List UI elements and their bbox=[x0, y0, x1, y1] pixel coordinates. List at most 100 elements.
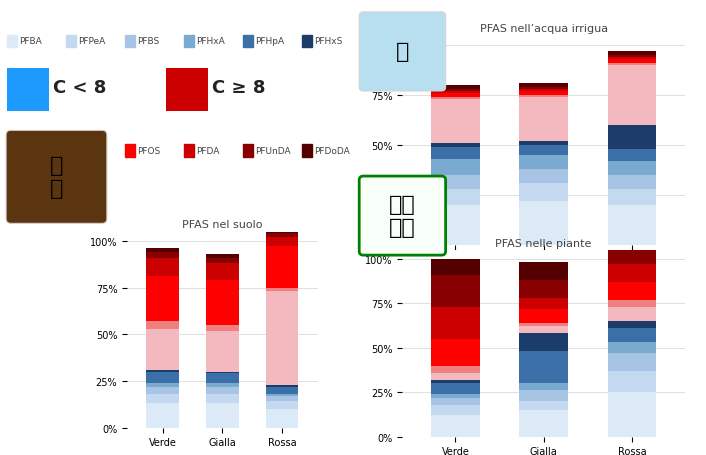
Text: PFBA: PFBA bbox=[20, 37, 42, 46]
Bar bbox=[520, 280, 568, 298]
Bar bbox=[608, 307, 656, 321]
Bar bbox=[608, 329, 656, 343]
Text: PFHpA: PFHpA bbox=[256, 37, 285, 46]
Bar bbox=[608, 56, 656, 58]
Bar bbox=[184, 36, 193, 48]
Bar bbox=[520, 90, 568, 92]
Bar bbox=[146, 277, 179, 322]
Text: 🌿
🟫: 🌿 🟫 bbox=[50, 156, 63, 199]
Bar bbox=[608, 126, 656, 150]
Bar bbox=[146, 372, 179, 383]
Bar bbox=[265, 292, 299, 385]
Bar bbox=[431, 160, 479, 176]
Bar bbox=[520, 96, 568, 98]
Bar bbox=[265, 409, 299, 428]
Bar bbox=[608, 61, 656, 64]
Title: PFAS nelle piante: PFAS nelle piante bbox=[496, 238, 592, 248]
Bar bbox=[431, 307, 479, 339]
Text: PFOA: PFOA bbox=[20, 147, 43, 155]
Bar bbox=[608, 353, 656, 371]
Bar bbox=[265, 396, 299, 402]
Bar bbox=[431, 148, 479, 160]
Bar bbox=[608, 300, 656, 307]
Bar bbox=[520, 410, 568, 437]
Bar bbox=[265, 234, 299, 238]
Bar bbox=[146, 387, 179, 394]
Bar bbox=[608, 282, 656, 300]
Bar bbox=[146, 394, 179, 404]
Title: PFAS nell’acqua irrigua: PFAS nell’acqua irrigua bbox=[479, 24, 608, 34]
Bar bbox=[206, 404, 239, 428]
Bar bbox=[520, 156, 568, 170]
Bar bbox=[608, 343, 656, 353]
Bar bbox=[608, 321, 656, 329]
Bar bbox=[206, 394, 239, 404]
Bar bbox=[206, 372, 239, 374]
Bar bbox=[66, 36, 76, 48]
Bar bbox=[520, 334, 568, 352]
Bar bbox=[206, 325, 239, 331]
Bar bbox=[265, 238, 299, 247]
Text: PFNA: PFNA bbox=[78, 147, 102, 155]
Bar bbox=[520, 170, 568, 184]
Bar bbox=[431, 206, 479, 246]
Bar bbox=[265, 385, 299, 387]
Bar bbox=[608, 190, 656, 206]
Text: 🥦🧅
🌽🥬: 🥦🧅 🌽🥬 bbox=[389, 195, 416, 238]
Bar bbox=[206, 258, 239, 264]
Bar bbox=[431, 100, 479, 144]
Bar bbox=[608, 206, 656, 246]
Bar bbox=[146, 249, 179, 253]
Bar bbox=[520, 146, 568, 156]
Bar bbox=[431, 176, 479, 190]
Bar bbox=[608, 176, 656, 190]
Text: C ≥ 8: C ≥ 8 bbox=[212, 79, 265, 96]
Bar bbox=[520, 84, 568, 88]
Bar bbox=[265, 232, 299, 234]
Bar bbox=[146, 329, 179, 370]
Text: PFBS: PFBS bbox=[137, 37, 160, 46]
Text: C < 8: C < 8 bbox=[53, 79, 107, 96]
Bar bbox=[431, 144, 479, 148]
Bar bbox=[520, 98, 568, 142]
Bar bbox=[125, 36, 135, 48]
Bar bbox=[431, 380, 479, 384]
Bar bbox=[608, 250, 656, 264]
Bar bbox=[520, 88, 568, 90]
Bar bbox=[125, 145, 135, 157]
Bar bbox=[431, 398, 479, 405]
Bar bbox=[520, 92, 568, 96]
Text: PFDA: PFDA bbox=[196, 147, 220, 155]
FancyBboxPatch shape bbox=[6, 131, 107, 224]
Bar bbox=[206, 280, 239, 325]
Bar bbox=[520, 263, 568, 280]
Bar bbox=[431, 366, 479, 373]
Bar bbox=[431, 394, 479, 398]
Bar bbox=[206, 264, 239, 280]
Bar bbox=[431, 94, 479, 98]
Bar bbox=[520, 142, 568, 146]
Bar bbox=[431, 384, 479, 394]
Bar bbox=[206, 254, 239, 258]
Bar bbox=[608, 241, 656, 250]
Bar bbox=[431, 92, 479, 94]
Bar bbox=[265, 288, 299, 292]
Bar bbox=[520, 184, 568, 202]
Bar bbox=[431, 339, 479, 366]
Bar bbox=[7, 145, 17, 157]
Bar bbox=[608, 392, 656, 437]
Bar bbox=[520, 309, 568, 323]
Bar bbox=[146, 322, 179, 329]
Bar bbox=[520, 202, 568, 246]
FancyBboxPatch shape bbox=[166, 69, 208, 112]
FancyBboxPatch shape bbox=[359, 177, 445, 256]
Bar bbox=[431, 86, 479, 90]
Bar bbox=[206, 374, 239, 383]
FancyBboxPatch shape bbox=[7, 69, 49, 112]
Bar bbox=[243, 36, 253, 48]
Bar bbox=[265, 247, 299, 288]
Bar bbox=[608, 371, 656, 392]
Bar bbox=[184, 145, 193, 157]
Bar bbox=[146, 258, 179, 277]
Bar bbox=[66, 145, 76, 157]
